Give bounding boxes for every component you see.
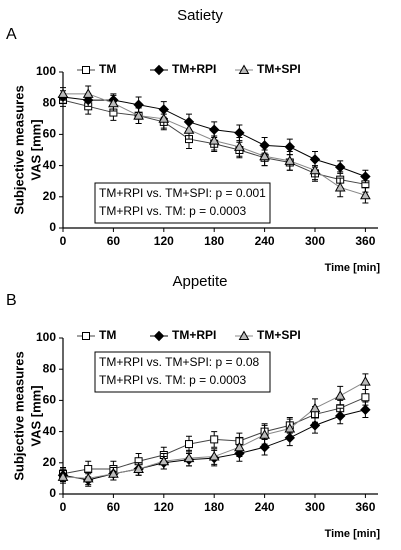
legend-label: TM+RPI (172, 62, 216, 76)
marker-triangle (238, 330, 250, 340)
y-tick-label: 80 (43, 361, 57, 375)
legend-label: TM+SPI (257, 328, 301, 342)
legend-label: TM+SPI (257, 62, 301, 76)
x-tick-label: 180 (204, 500, 224, 514)
y-tick-label: 40 (43, 158, 57, 172)
y-tick-label: 40 (43, 424, 57, 438)
panel-label: A (6, 26, 17, 43)
marker-square (84, 465, 93, 474)
y-tick-label: 20 (43, 455, 57, 469)
marker-square (185, 440, 193, 449)
x-tick-label: 180 (204, 234, 224, 248)
marker-diamond (234, 127, 245, 139)
annotation: TM+RPI vs. TM: p = 0.0003 (99, 204, 246, 218)
marker-diamond (360, 171, 371, 182)
marker-triangle (284, 422, 296, 433)
x-tick-label: 360 (355, 234, 375, 248)
legend-label: TM (99, 62, 116, 76)
marker-triangle (234, 441, 245, 452)
marker-triangle (82, 472, 94, 483)
y-tick-label: 100 (36, 330, 56, 344)
x-tick-label: 120 (154, 500, 174, 514)
x-axis-label: Time [min] (325, 262, 381, 274)
x-tick-label: 240 (255, 234, 275, 248)
annotation-box (94, 182, 271, 224)
marker-triangle (133, 463, 144, 474)
y-tick-label: 100 (36, 64, 56, 78)
marker-triangle (334, 390, 346, 400)
y-tick-label: 60 (43, 393, 57, 407)
marker-triangle (259, 429, 270, 439)
marker-triangle (183, 452, 195, 463)
marker-triangle (158, 455, 170, 466)
chart-title: Satiety (177, 7, 223, 24)
marker-diamond (360, 404, 371, 415)
annotation-box (94, 351, 271, 393)
legend-label: TM+RPI (172, 328, 216, 342)
y-axis-label: Subjective measures (11, 85, 26, 214)
marker-triangle (108, 97, 119, 108)
marker-diamond (153, 64, 165, 76)
marker-triangle (284, 155, 296, 165)
x-tick-label: 300 (305, 500, 325, 514)
marker-triangle (82, 88, 94, 98)
x-tick-label: 60 (107, 500, 121, 514)
marker-diamond (259, 441, 270, 453)
marker-diamond (153, 330, 165, 342)
marker-triangle (183, 124, 195, 134)
marker-triangle (238, 64, 250, 74)
y-tick-label: 60 (43, 127, 57, 141)
y-axis-label: Subjective measures (11, 351, 26, 480)
marker-triangle (360, 189, 371, 200)
annotation: TM+RPI vs. TM+SPI: p = 0.08 (99, 355, 259, 369)
marker-triangle (108, 468, 119, 478)
x-axis-label: Time [min] (325, 528, 381, 540)
y-tick-label: 0 (49, 220, 56, 234)
marker-triangle (133, 110, 144, 120)
marker-diamond (284, 141, 296, 153)
marker-triangle (208, 135, 220, 145)
y-axis-label: VAS [mm] (28, 385, 43, 446)
annotation: TM+RPI vs. TM: p = 0.0003 (99, 373, 246, 387)
annotation: TM+RPI vs. TM+SPI: p = 0.001 (99, 186, 266, 200)
x-tick-label: 120 (154, 234, 174, 248)
panel-label: B (6, 292, 17, 309)
marker-diamond (334, 161, 346, 173)
x-tick-label: 240 (255, 500, 275, 514)
marker-square (210, 435, 219, 444)
x-tick-label: 0 (60, 500, 67, 514)
marker-triangle (360, 376, 371, 386)
y-axis-label: VAS [mm] (28, 119, 43, 180)
x-tick-label: 60 (107, 234, 121, 248)
y-tick-label: 20 (43, 189, 57, 203)
marker-triangle (158, 113, 170, 123)
legend-label: TM (99, 328, 116, 342)
marker-triangle (57, 88, 69, 98)
x-tick-label: 0 (60, 234, 67, 248)
marker-square (82, 332, 90, 340)
marker-square (361, 393, 370, 402)
x-tick-label: 300 (305, 234, 325, 248)
marker-square (82, 66, 90, 74)
chart-title: Appetite (172, 273, 227, 290)
y-tick-label: 0 (49, 486, 56, 500)
marker-triangle (259, 150, 270, 161)
marker-triangle (57, 471, 69, 481)
marker-triangle (234, 141, 245, 151)
marker-triangle (309, 164, 321, 175)
x-tick-label: 360 (355, 500, 375, 514)
marker-diamond (309, 420, 321, 431)
y-tick-label: 80 (43, 95, 57, 109)
marker-diamond (334, 410, 346, 422)
marker-triangle (334, 181, 346, 192)
marker-triangle (208, 451, 220, 461)
marker-triangle (309, 402, 321, 413)
